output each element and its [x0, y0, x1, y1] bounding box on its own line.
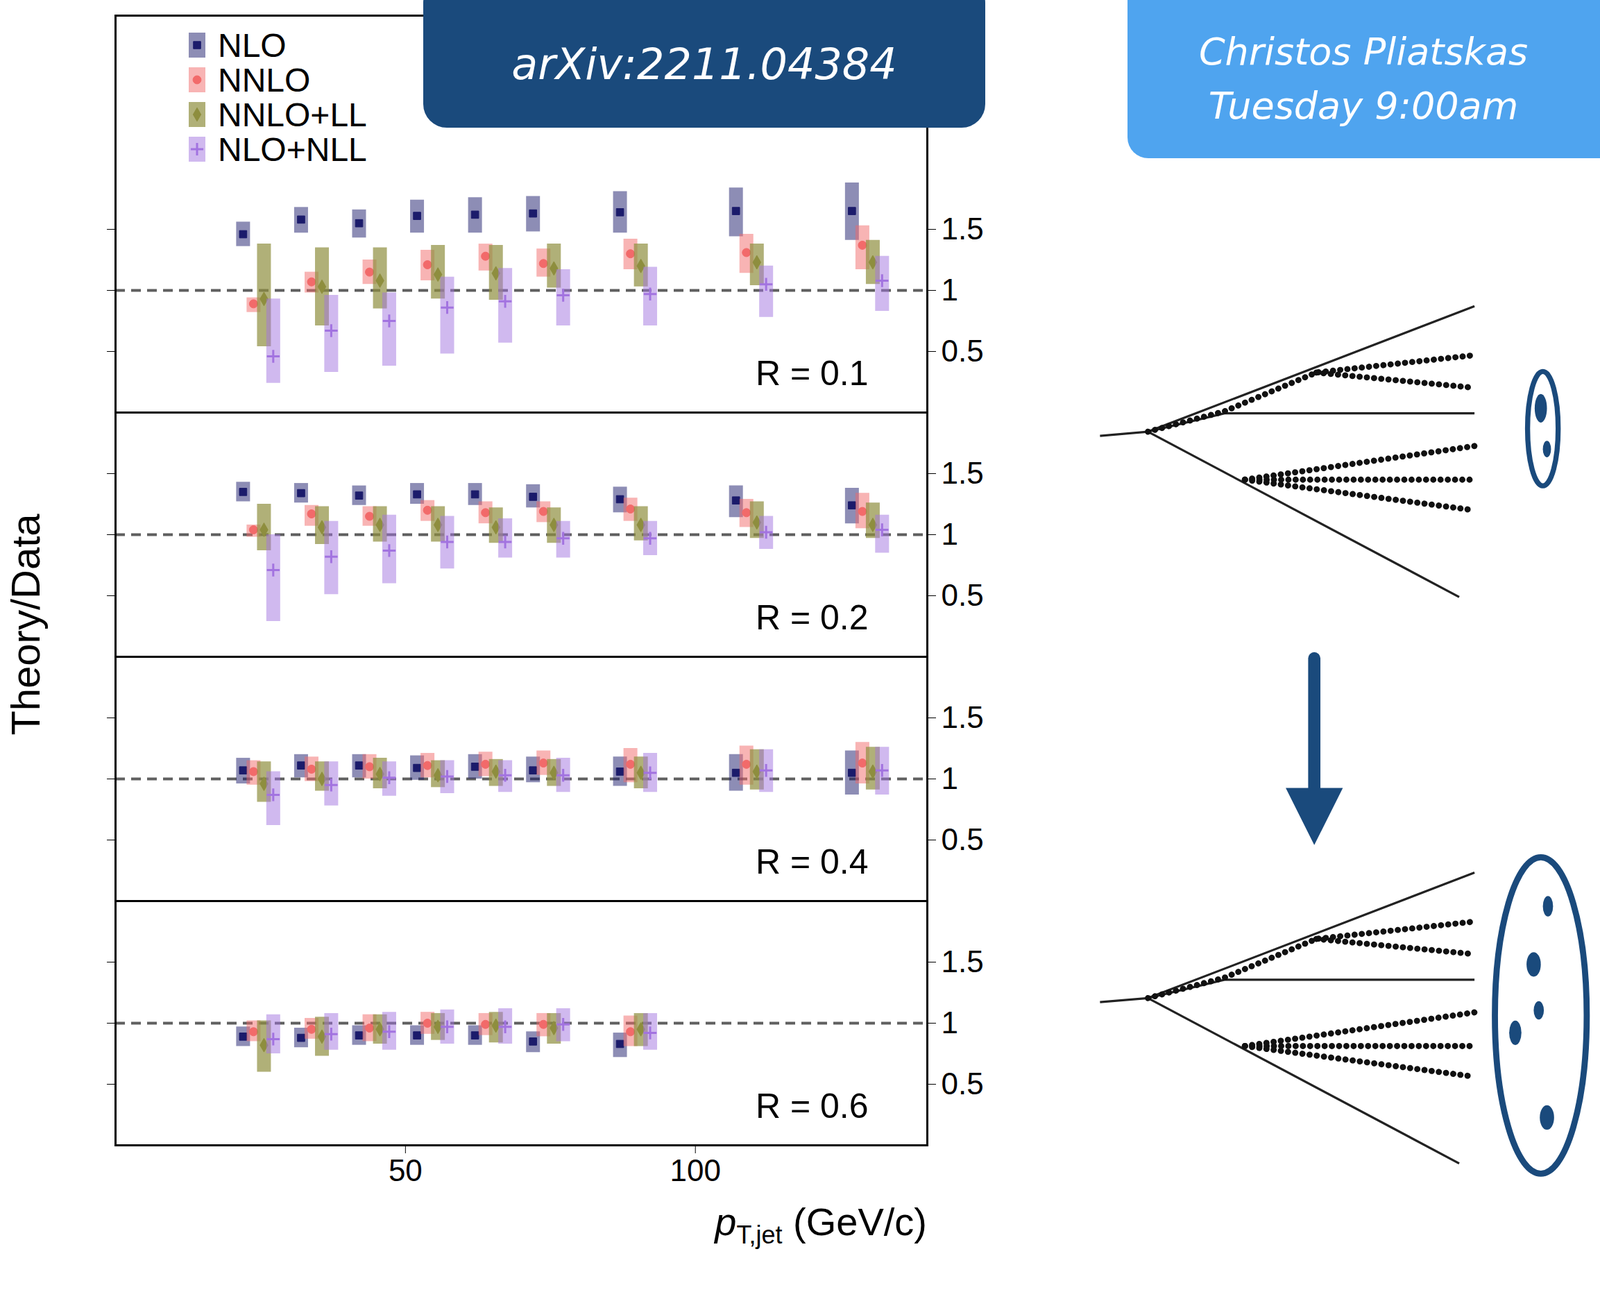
html-text:NLO: NLO: [217, 26, 287, 64]
svg-text:1.5: 1.5: [941, 700, 984, 735]
svg-text:1.5: 1.5: [941, 944, 984, 979]
svg-text:0.5: 0.5: [941, 822, 984, 857]
html-text:Tuesday 9:00am: Tuesday 9:00am: [1208, 83, 1519, 128]
html-text:Theory/Data: Theory/Data: [2, 513, 48, 736]
svg-text:R = 0.2: R = 0.2: [755, 598, 869, 637]
svg-text:R = 0.4: R = 0.4: [755, 842, 869, 882]
html-text:NLO+NLL: NLO+NLL: [217, 130, 367, 168]
html-text:arXiv:2211.04384: arXiv:2211.04384: [511, 38, 897, 90]
svg-text:0.5: 0.5: [941, 1066, 984, 1101]
svg-text:1: 1: [941, 761, 959, 796]
html-text:NNLO+LL: NNLO+LL: [217, 96, 367, 133]
svg-text:0.5: 0.5: [941, 577, 984, 612]
html-text:Christos Pliatskas: Christos Pliatskas: [1198, 29, 1528, 74]
svg-text:1: 1: [941, 272, 959, 307]
svg-text:1.5: 1.5: [941, 455, 984, 490]
html-text:NNLO: NNLO: [217, 61, 311, 99]
svg-text:100: 100: [670, 1153, 721, 1188]
svg-text:1: 1: [941, 1005, 959, 1040]
svg-text:0.5: 0.5: [941, 333, 984, 368]
svg-text:1: 1: [941, 516, 959, 551]
svg-text:R = 0.6: R = 0.6: [755, 1086, 869, 1126]
svg-text:50: 50: [388, 1153, 423, 1188]
html-text:pT,jet(GeV/c): pT,jet(GeV/c): [714, 1199, 927, 1250]
svg-text:1.5: 1.5: [941, 211, 984, 246]
svg-text:R = 0.1: R = 0.1: [755, 353, 869, 393]
